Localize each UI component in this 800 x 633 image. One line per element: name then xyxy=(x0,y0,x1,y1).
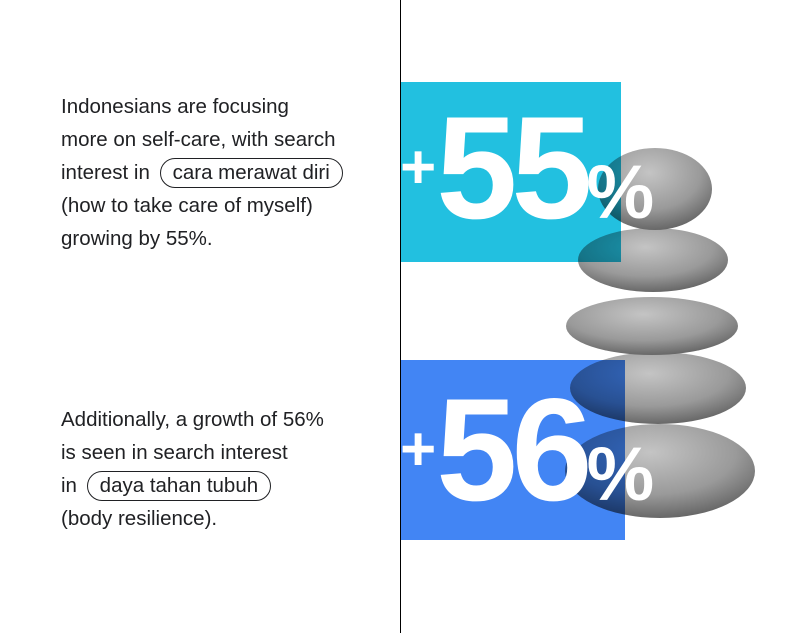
stone xyxy=(598,148,712,230)
text-fragment: in xyxy=(61,474,77,497)
self-care-paragraph: Indonesians are focusing more on self-ca… xyxy=(61,90,343,255)
stat-box-56 xyxy=(401,360,625,540)
keyword-pill: daya tahan tubuh xyxy=(86,471,272,501)
text-line: (how to take care of myself) xyxy=(61,194,313,217)
percent-sign: % xyxy=(586,432,655,517)
text-line: in daya tahan tubuh xyxy=(61,469,324,502)
stat-56: +56% xyxy=(400,366,654,534)
text-line: more on self-care, with search xyxy=(61,128,336,151)
text-line: Additionally, a growth of 56% xyxy=(61,408,324,431)
plus-sign: + xyxy=(400,415,437,484)
text-line: is seen in search interest xyxy=(61,441,288,464)
stat-55: +55% xyxy=(400,84,654,252)
vertical-divider xyxy=(400,0,401,633)
text-line: interest in cara merawat diri xyxy=(61,156,343,189)
stone xyxy=(566,297,738,355)
body-resilience-paragraph: Additionally, a growth of 56% is seen in… xyxy=(61,403,324,535)
text-line: Indonesians are focusing xyxy=(61,95,289,118)
text-line: growing by 55%. xyxy=(61,227,213,250)
stat-value: 56 xyxy=(436,368,592,531)
text-fragment: interest in xyxy=(61,161,150,184)
keyword-pill: cara merawat diri xyxy=(159,158,343,188)
text-line: (body resilience). xyxy=(61,507,218,530)
percent-sign: % xyxy=(586,150,655,235)
plus-sign: + xyxy=(400,133,437,202)
stat-value: 55 xyxy=(436,86,592,249)
stat-box-55 xyxy=(401,82,621,262)
